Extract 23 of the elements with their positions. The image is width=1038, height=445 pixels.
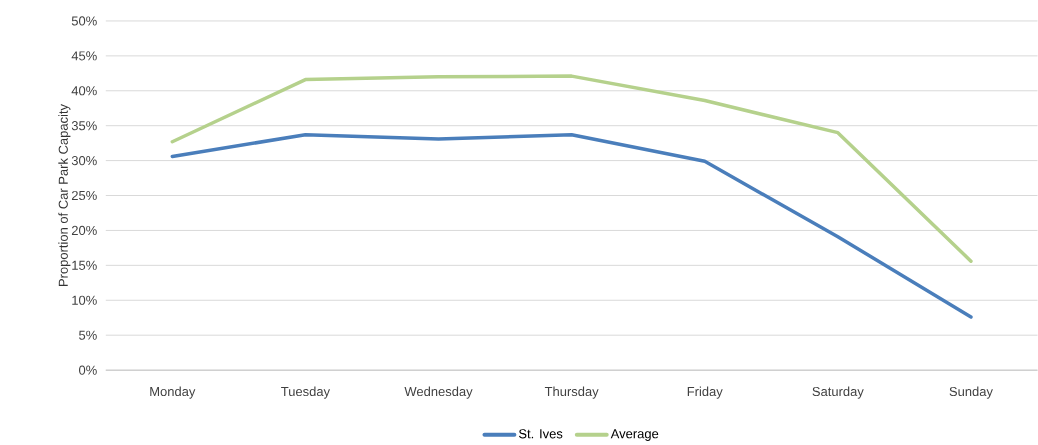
y-tick-label: 25% xyxy=(71,190,97,201)
x-tick-label: Sunday xyxy=(949,386,993,399)
x-tick-label: Friday xyxy=(687,386,723,399)
y-tick-label: 30% xyxy=(71,156,97,166)
y-tick-label: 40% xyxy=(71,86,97,96)
legend-label: Average xyxy=(610,429,659,441)
line-series xyxy=(170,133,973,319)
y-tick-label: 10% xyxy=(72,295,97,305)
y-tick-label: 20% xyxy=(71,225,97,236)
y-tick-label: 45% xyxy=(71,51,97,61)
y-tick-label: 35% xyxy=(71,121,97,131)
y-tick-label: 0% xyxy=(79,365,97,375)
x-tick-label: Thursday xyxy=(544,386,599,399)
y-axis-title: Proportion of Car Park Capacity xyxy=(58,104,71,287)
y-tick-label: 15% xyxy=(72,260,97,270)
y-tick-label: 50% xyxy=(71,16,97,26)
x-tick-label: Saturday xyxy=(812,386,864,399)
x-tick-label: Monday xyxy=(150,386,196,399)
x-tick-label: Tuesday xyxy=(281,386,331,399)
y-tick-label: 5% xyxy=(79,330,97,340)
line-series xyxy=(170,74,973,263)
x-tick-label: Wednesday xyxy=(404,386,473,399)
legend-label: St. Ives xyxy=(518,429,563,439)
